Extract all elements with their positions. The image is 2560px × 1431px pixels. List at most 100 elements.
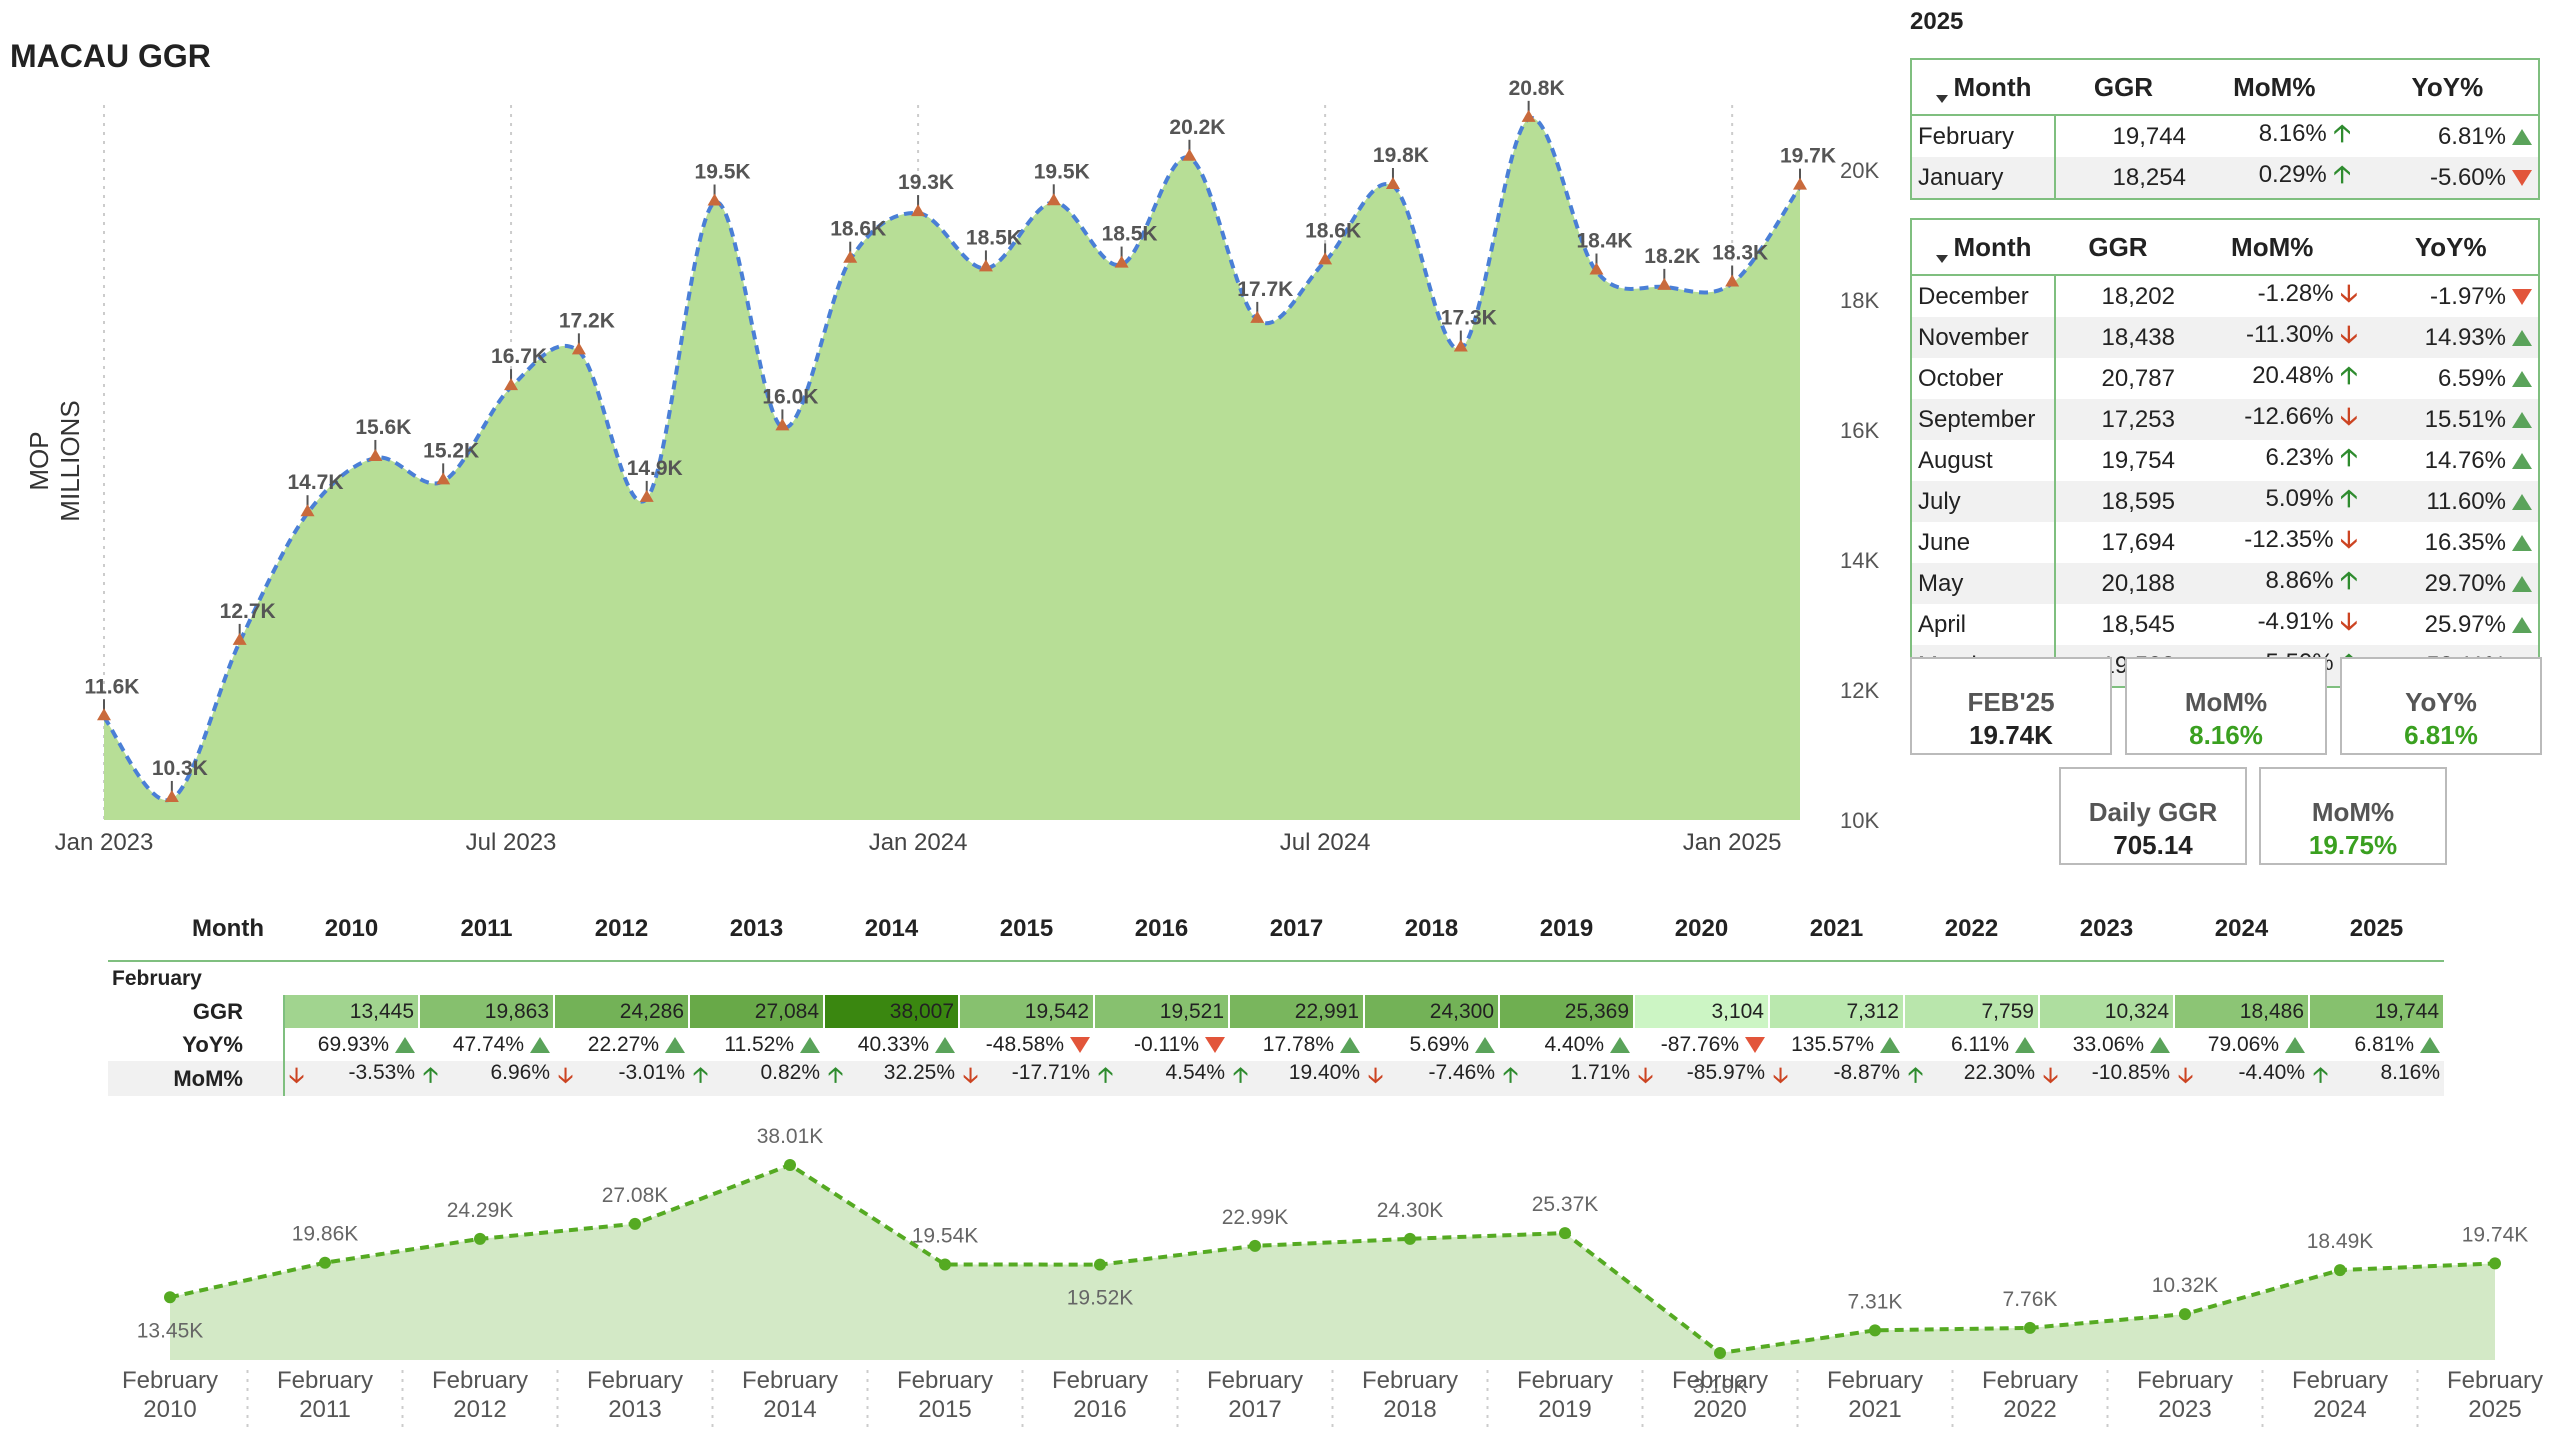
col-yoy[interactable]: YoY% <box>2356 59 2539 116</box>
table-row[interactable]: October 20,787 20.48% 🡡 6.59% <box>1911 358 2539 399</box>
table-row[interactable]: July 18,595 5.09% 🡡 11.60% <box>1911 481 2539 522</box>
arrow-down-icon: 🡣 <box>2340 280 2358 307</box>
matrix-yoy-cell: 6.81% <box>2309 1028 2444 1061</box>
data-point[interactable] <box>1404 1232 1416 1245</box>
data-point[interactable] <box>1250 310 1265 323</box>
data-point[interactable] <box>978 259 993 272</box>
data-point[interactable] <box>2489 1257 2501 1270</box>
triangle-up-icon <box>1475 1036 1495 1053</box>
data-point[interactable] <box>784 1159 796 1171</box>
triangle-down-icon <box>1745 1036 1765 1053</box>
sort-caret-icon[interactable] <box>1935 94 1948 103</box>
data-point[interactable] <box>571 342 586 355</box>
matrix-year-header[interactable]: 2016 <box>1134 915 1189 942</box>
col-mom[interactable]: MoM% <box>2180 219 2364 276</box>
matrix-year-header[interactable]: 2022 <box>1944 915 1999 942</box>
data-point[interactable] <box>164 789 179 802</box>
data-point[interactable] <box>1453 339 1468 352</box>
matrix-year-header[interactable]: 2023 <box>2079 915 2134 942</box>
col-yoy[interactable]: YoY% <box>2363 219 2539 276</box>
data-point[interactable] <box>1521 109 1536 122</box>
matrix-year-header[interactable]: 2017 <box>1269 915 1324 942</box>
data-point[interactable] <box>1318 252 1333 265</box>
arrow-up-icon: 🡡 <box>2313 1064 2329 1087</box>
data-point[interactable] <box>1046 193 1061 206</box>
col-ggr[interactable]: GGR <box>2055 219 2181 276</box>
data-point[interactable] <box>2334 1264 2346 1277</box>
data-point[interactable] <box>1657 277 1672 290</box>
matrix-year-header[interactable]: 2018 <box>1404 915 1459 942</box>
table-row[interactable]: April 18,545 -4.91% 🡣 25.97% <box>1911 604 2539 645</box>
data-point[interactable] <box>97 708 111 721</box>
col-mom[interactable]: MoM% <box>2191 59 2357 116</box>
data-point[interactable] <box>504 378 519 391</box>
data-point[interactable] <box>639 489 654 502</box>
data-point[interactable] <box>319 1256 331 1269</box>
data-label: 19.52K <box>1067 1287 1134 1310</box>
table-row[interactable]: December 18,202 -1.28% 🡣 -1.97% <box>1911 275 2539 317</box>
matrix-year-header[interactable]: 2021 <box>1809 915 1864 942</box>
data-point[interactable] <box>1589 262 1604 275</box>
table-row[interactable]: January 18,254 0.29% 🡡 -5.60% <box>1911 157 2539 199</box>
col-ggr[interactable]: GGR <box>2055 59 2192 116</box>
matrix-year-header[interactable]: 2013 <box>729 915 784 942</box>
data-label: 19.5K <box>695 161 751 184</box>
data-point[interactable] <box>232 632 247 645</box>
table-row[interactable]: August 19,754 6.23% 🡡 14.76% <box>1911 440 2539 481</box>
matrix-year-header[interactable]: 2011 <box>460 915 513 942</box>
data-point[interactable] <box>1725 274 1740 287</box>
data-point[interactable] <box>474 1232 486 1245</box>
matrix-yoy-cell: 11.52% <box>689 1028 824 1061</box>
data-point[interactable] <box>1385 176 1400 189</box>
triangle-up-icon <box>935 1036 955 1053</box>
data-point[interactable] <box>1249 1239 1261 1252</box>
data-point[interactable] <box>1714 1347 1726 1359</box>
matrix-year-header[interactable]: 2012 <box>594 915 649 942</box>
data-point[interactable] <box>1094 1258 1106 1271</box>
data-point[interactable] <box>843 250 858 263</box>
data-point[interactable] <box>436 472 451 485</box>
ggr-cell: 20,787 <box>2101 364 2175 392</box>
data-point[interactable] <box>2024 1321 2036 1334</box>
data-point[interactable] <box>368 448 383 461</box>
table-row[interactable]: February 19,744 8.16% 🡡 6.81% <box>1911 115 2539 157</box>
table-row[interactable]: May 20,188 8.86% 🡡 29.70% <box>1911 563 2539 604</box>
data-point[interactable] <box>1182 148 1197 161</box>
yoy-cell: 14.76% <box>2364 440 2539 481</box>
data-point[interactable] <box>775 418 790 431</box>
data-point[interactable] <box>707 193 722 206</box>
kpi-title: MoM% <box>2184 687 2268 717</box>
sort-caret-icon[interactable] <box>1935 254 1948 263</box>
data-point[interactable] <box>911 204 926 217</box>
data-point[interactable] <box>300 504 315 517</box>
col-month[interactable]: Month <box>1911 59 2055 116</box>
matrix-year-header[interactable]: 2020 <box>1674 915 1729 942</box>
data-point[interactable] <box>2179 1308 2191 1321</box>
matrix-mom-cell: 🡡 19.40% <box>1229 1061 1364 1096</box>
arrow-down-icon: 🡣 <box>1638 1064 1654 1087</box>
x-category-label: February 2019 <box>1517 1367 1613 1423</box>
data-point[interactable] <box>1793 177 1807 190</box>
table-row[interactable]: June 17,694 -12.35% 🡣 16.35% <box>1911 522 2539 563</box>
data-point[interactable] <box>1114 255 1129 268</box>
data-point[interactable] <box>629 1217 641 1230</box>
table-row[interactable]: September 17,253 -12.66% 🡣 15.51% <box>1911 399 2539 440</box>
triangle-up-icon <box>2512 535 2532 552</box>
matrix-group-label: February <box>108 960 2444 995</box>
table-row[interactable]: November 18,438 -11.30% 🡣 14.93% <box>1911 317 2539 358</box>
mom-cell: 0.29% 🡡 <box>2191 157 2357 199</box>
matrix-year-header[interactable]: 2024 <box>2214 915 2269 942</box>
matrix-year-header[interactable]: 2010 <box>324 915 379 942</box>
data-point[interactable] <box>1869 1324 1881 1337</box>
data-label: 15.6K <box>355 416 411 439</box>
data-point[interactable] <box>164 1291 176 1304</box>
data-label: 22.99K <box>1222 1206 1289 1229</box>
matrix-year-header[interactable]: 2025 <box>2349 915 2404 942</box>
data-point[interactable] <box>1559 1227 1571 1240</box>
triangle-up-icon <box>665 1036 685 1053</box>
matrix-year-header[interactable]: 2015 <box>999 915 1054 942</box>
col-month[interactable]: Month <box>1911 219 2055 276</box>
data-point[interactable] <box>939 1258 951 1271</box>
matrix-year-header[interactable]: 2014 <box>864 915 919 942</box>
matrix-year-header[interactable]: 2019 <box>1539 915 1594 942</box>
